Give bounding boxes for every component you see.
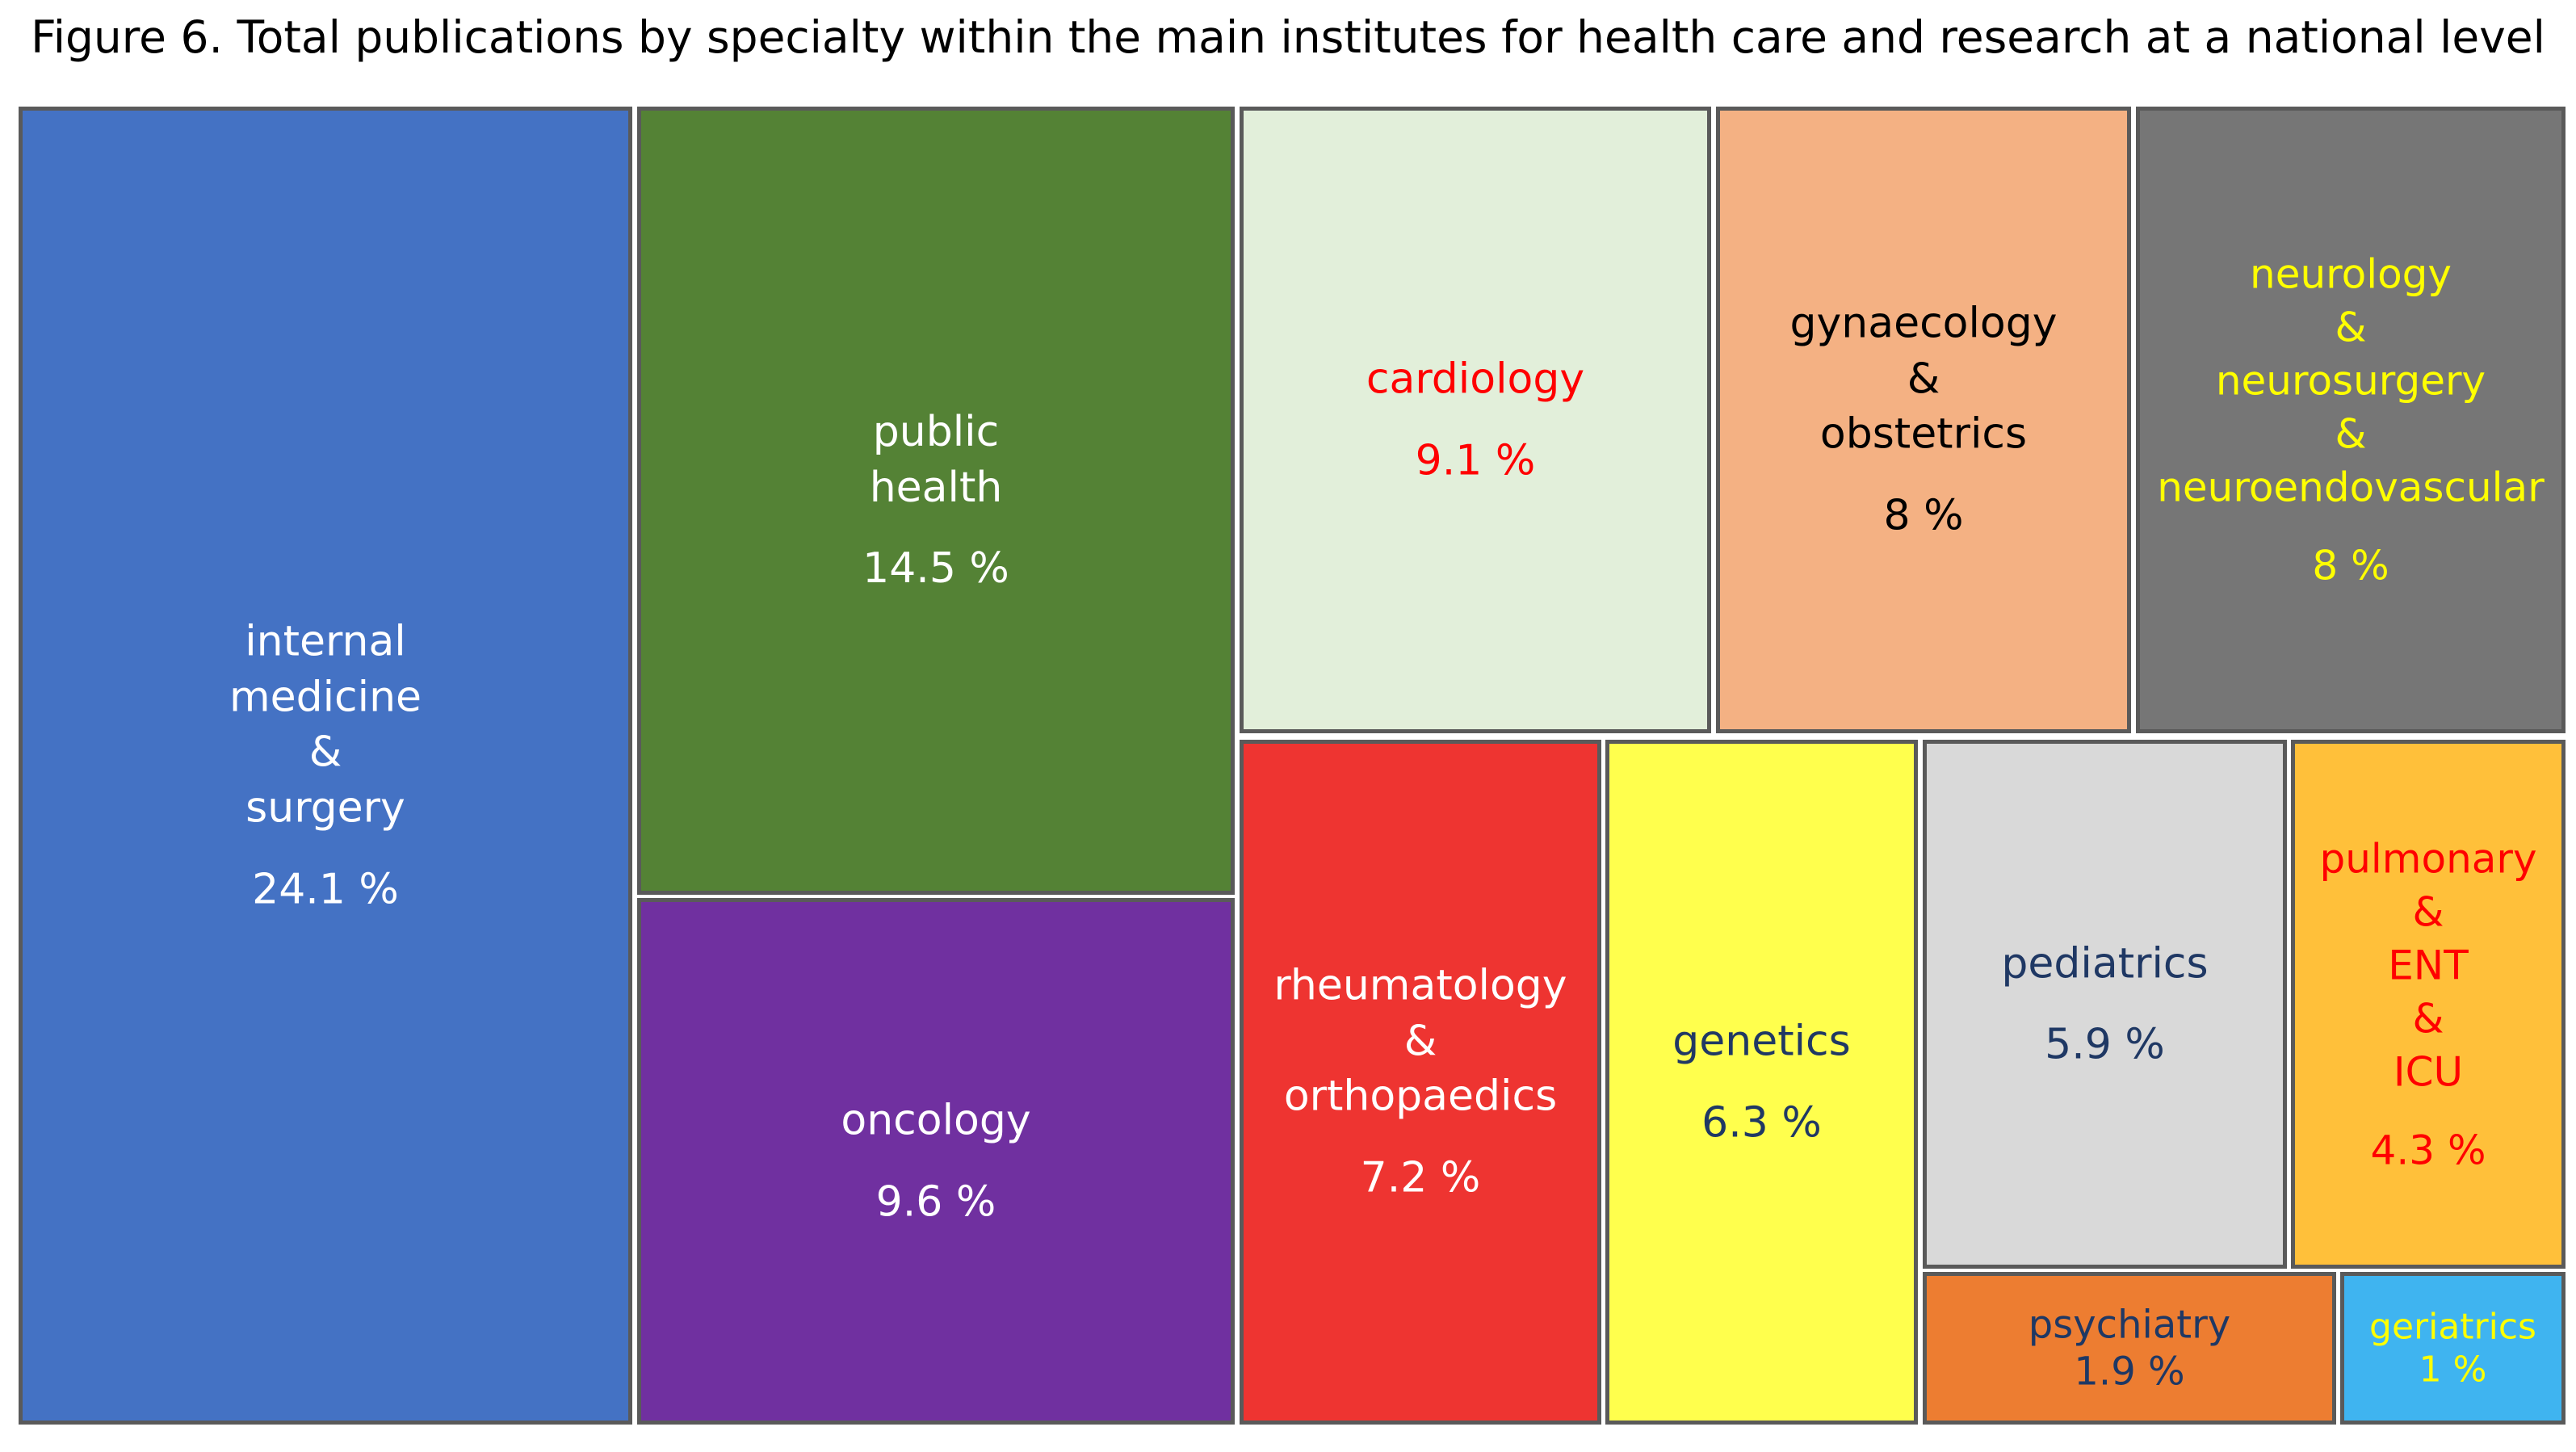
- tile-label: cardiology 9.1 %: [1244, 351, 1707, 488]
- tile-label-line: neurosurgery: [2215, 357, 2486, 405]
- tile-value-label: 14.5 %: [862, 544, 1009, 594]
- treemap-tile-psychiatry: psychiatry 1.9 %: [1923, 1272, 2336, 1425]
- tile-value-label: 8 %: [2312, 542, 2389, 590]
- label-spacer: [641, 515, 1231, 541]
- tile-label-line: medicine: [229, 672, 422, 721]
- tile-value-label: 24.1 %: [252, 865, 399, 914]
- tile-value-label: 9.6 %: [875, 1177, 996, 1227]
- tile-label-line: neurology: [2250, 250, 2452, 298]
- tile-label-line: gynaecology: [1789, 299, 2058, 348]
- treemap-tile-internal-medicine-and-surgery: internal medicine & surgery 24.1 %: [19, 107, 632, 1425]
- treemap-tile-rheumatology-and-orthopaedics: rheumatology & orthopaedics 7.2 %: [1240, 740, 1601, 1425]
- treemap-tile-geriatrics: geriatrics 1 %: [2340, 1272, 2566, 1425]
- tile-label-line: cardiology: [1366, 355, 1585, 404]
- tile-label-line: surgery: [245, 783, 405, 833]
- tile-label-line: &: [1907, 355, 1940, 404]
- tile-label-line: internal: [245, 617, 406, 666]
- tile-label: internal medicine & surgery 24.1 %: [23, 614, 628, 917]
- label-spacer: [2140, 514, 2561, 539]
- tile-label-line: &: [308, 728, 342, 777]
- tile-label: geriatrics 1 %: [2344, 1305, 2561, 1391]
- tile-label-line: genetics: [1672, 1017, 1851, 1066]
- tile-label: psychiatry 1.9 %: [1927, 1301, 2332, 1395]
- label-spacer: [1609, 1069, 1914, 1095]
- tile-value-label: 1.9 %: [2074, 1349, 2185, 1395]
- treemap-tile-pulmonary-and-ent-and-icu: pulmonary & ENT & ICU 4.3 %: [2291, 740, 2566, 1269]
- label-spacer: [2295, 1098, 2561, 1123]
- tile-label-line: &: [1403, 1017, 1437, 1066]
- treemap-tile-pediatrics: pediatrics 5.9 %: [1923, 740, 2287, 1269]
- tile-label-line: &: [2412, 995, 2444, 1042]
- tile-label-line: obstetrics: [1819, 409, 2028, 459]
- tile-value-label: 9.1 %: [1415, 436, 1536, 485]
- tile-label-line: orthopaedics: [1283, 1072, 1558, 1121]
- tile-value-label: 4.3 %: [2370, 1127, 2486, 1173]
- treemap-tile-genetics: genetics 6.3 %: [1605, 740, 1918, 1425]
- chart-title: Figure 6. Total publications by specialt…: [31, 11, 2545, 63]
- tile-label-line: pediatrics: [2001, 938, 2209, 988]
- tile-label-line: geriatrics: [2369, 1305, 2536, 1347]
- tile-value-label: 1 %: [2419, 1349, 2487, 1391]
- treemap-tile-cardiology: cardiology 9.1 %: [1240, 107, 1711, 733]
- tile-label-line: ICU: [2393, 1048, 2464, 1095]
- label-spacer: [1244, 407, 1707, 433]
- tile-label: rheumatology & orthopaedics 7.2 %: [1244, 959, 1597, 1207]
- treemap-tile-gynaecology-and-obstetrics: gynaecology & obstetrics 8 %: [1716, 107, 2131, 733]
- tile-label-line: oncology: [841, 1096, 1031, 1145]
- label-spacer: [23, 836, 628, 862]
- tile-label-line: neuroendovascular: [2157, 464, 2545, 511]
- treemap-tile-neurology-and-neurosurgery-and-neuroendovascular: neurology & neurosurgery & neuroendovascular…: [2136, 107, 2566, 733]
- tile-label: pediatrics 5.9 %: [1927, 936, 2283, 1072]
- label-spacer: [641, 1148, 1231, 1174]
- tile-label-line: rheumatology: [1273, 961, 1567, 1010]
- tile-label: public health 14.5 %: [641, 405, 1231, 597]
- label-spacer: [1720, 463, 2127, 489]
- tile-label-line: public: [872, 407, 1000, 456]
- tile-label: oncology 9.6 %: [641, 1093, 1231, 1229]
- tile-value-label: 7.2 %: [1360, 1153, 1481, 1202]
- tile-label-line: &: [2335, 304, 2367, 351]
- tile-value-label: 6.3 %: [1701, 1098, 1822, 1148]
- tile-value-label: 8 %: [1883, 491, 1964, 540]
- tile-label: gynaecology & obstetrics 8 %: [1720, 296, 2127, 544]
- treemap-tile-public-health: public health 14.5 %: [637, 107, 1235, 895]
- tile-label-line: psychiatry: [2028, 1301, 2231, 1347]
- tile-label-line: &: [2412, 888, 2444, 935]
- label-spacer: [1244, 1125, 1597, 1151]
- tile-label-line: ENT: [2388, 942, 2469, 988]
- tile-label: genetics 6.3 %: [1609, 1013, 1914, 1150]
- tile-label-line: health: [869, 463, 1003, 512]
- tile-label: pulmonary & ENT & ICU 4.3 %: [2295, 832, 2561, 1177]
- tile-label: neurology & neurosurgery & neuroendovascular…: [2140, 248, 2561, 593]
- tile-label-line: pulmonary: [2319, 835, 2537, 882]
- treemap-tile-oncology: oncology 9.6 %: [637, 898, 1235, 1425]
- tile-label-line: &: [2335, 410, 2367, 458]
- label-spacer: [1927, 991, 2283, 1017]
- tile-value-label: 5.9 %: [2045, 1020, 2165, 1069]
